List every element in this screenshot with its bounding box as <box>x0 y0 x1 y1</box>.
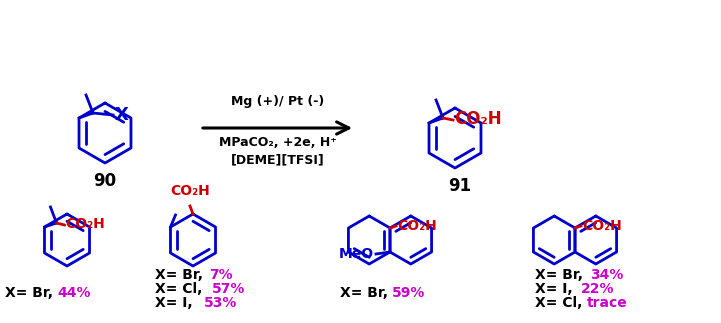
Text: X= Br,: X= Br, <box>340 286 393 300</box>
Text: 90: 90 <box>94 172 117 190</box>
Text: 53%: 53% <box>204 296 237 310</box>
Text: CO₂H: CO₂H <box>582 219 622 233</box>
Text: CO₂H: CO₂H <box>454 110 502 128</box>
Text: X= I,: X= I, <box>155 296 198 310</box>
Text: [DEME][TFSI]: [DEME][TFSI] <box>231 153 324 166</box>
Text: X: X <box>115 106 129 124</box>
Text: 59%: 59% <box>392 286 425 300</box>
Text: trace: trace <box>587 296 628 310</box>
Text: 91: 91 <box>448 177 472 195</box>
Text: X= Br,: X= Br, <box>5 286 58 300</box>
Text: 44%: 44% <box>57 286 91 300</box>
Text: MeO: MeO <box>339 247 374 261</box>
Text: X= Cl,: X= Cl, <box>155 282 207 296</box>
Text: CO₂H: CO₂H <box>397 219 437 233</box>
Text: X= Cl,: X= Cl, <box>535 296 587 310</box>
Text: 22%: 22% <box>581 282 614 296</box>
Text: 57%: 57% <box>212 282 245 296</box>
Text: 7%: 7% <box>209 268 233 282</box>
Text: 34%: 34% <box>590 268 624 282</box>
Text: X= I,: X= I, <box>535 282 578 296</box>
Text: Mg (+)/ Pt (-): Mg (+)/ Pt (-) <box>231 95 324 108</box>
Text: MPaCO₂, +2e, H⁺: MPaCO₂, +2e, H⁺ <box>218 136 337 149</box>
Text: CO₂H: CO₂H <box>66 217 105 231</box>
Text: X= Br,: X= Br, <box>535 268 588 282</box>
Text: X= Br,: X= Br, <box>155 268 203 282</box>
Text: CO₂H: CO₂H <box>170 184 210 198</box>
